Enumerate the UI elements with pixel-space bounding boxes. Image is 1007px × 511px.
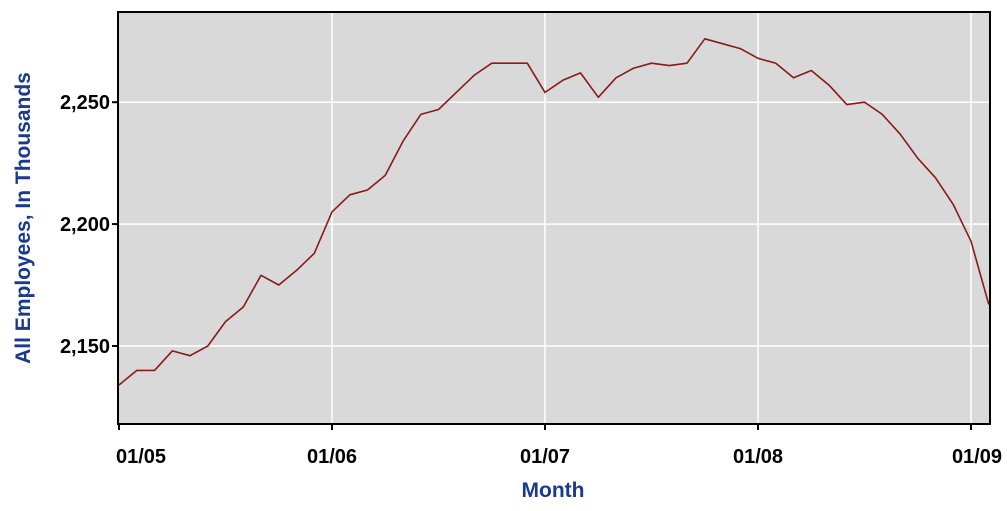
y-tick-label: 2,200 [60,214,110,236]
x-axis-ticks: 01/05 01/06 01/07 01/08 01/09 [116,424,1002,468]
plot-frame [117,11,991,425]
y-tick-label: 2,150 [60,336,110,358]
plot-area [118,12,990,424]
y-tick-label: 2,250 [60,92,110,114]
x-axis-title: Month [522,479,585,502]
x-tick-label: 01/07 [520,446,570,468]
series-line [118,37,990,386]
vertical-gridlines [331,12,972,424]
x-tick-label: 01/05 [116,446,166,468]
y-axis-title: All Employees, In Thousands [12,72,35,364]
y-axis-ticks: 2,150 2,200 2,250 [60,92,118,358]
data-series [118,37,990,386]
x-tick-label: 01/08 [733,446,783,468]
x-tick-label: 01/09 [952,446,1002,468]
x-tick-label: 01/06 [307,446,357,468]
